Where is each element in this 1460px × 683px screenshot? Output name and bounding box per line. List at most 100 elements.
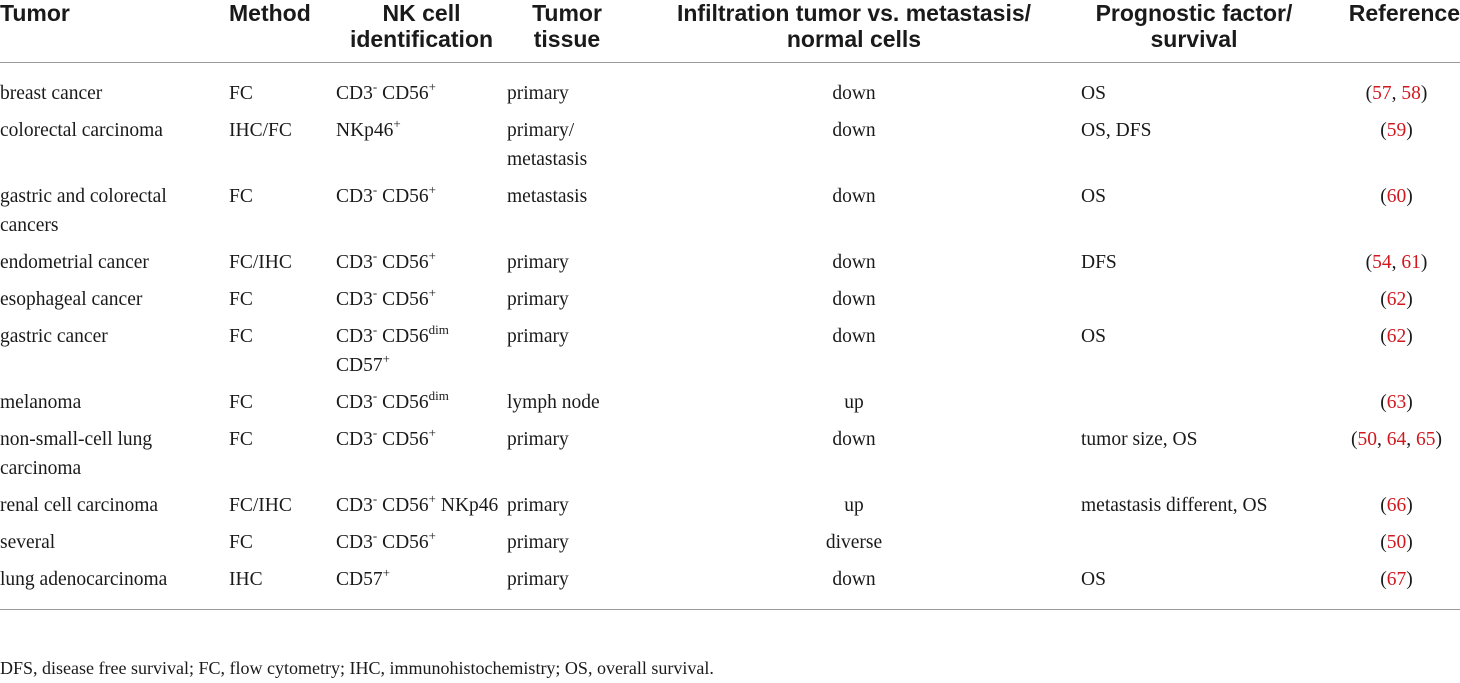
cell-tumor: non-small-cell lung carcinoma: [0, 429, 153, 479]
cell-reference: (50): [1380, 532, 1413, 553]
nk-marker-superscript: -: [372, 528, 378, 543]
cell-prognostic: [1081, 388, 1307, 425]
cell-method: FC: [229, 429, 253, 450]
cell-reference: (67): [1307, 565, 1460, 610]
cell-tumor: melanoma: [0, 392, 82, 413]
cell-nk-identification: CD57+: [336, 565, 507, 610]
cell-prognostic: OS: [1081, 326, 1106, 347]
cell-nk-identification: CD3- CD56+: [336, 248, 507, 285]
nk-marker-superscript: +: [382, 565, 390, 580]
cell-prognostic: OS, DFS: [1081, 120, 1152, 141]
cell-method: FC/IHC: [229, 252, 292, 273]
nk-marker-superscript: +: [428, 528, 436, 543]
cell-method: FC: [229, 186, 253, 207]
reference-link[interactable]: 50: [1386, 532, 1407, 553]
header-reference: Reference: [1307, 0, 1460, 63]
header-tumor: Tumor: [0, 0, 229, 63]
table-row: endometrial cancer FC/IHC CD3- CD56+ primar…: [0, 248, 1460, 285]
reference-link[interactable]: 50: [1357, 429, 1378, 450]
cell-reference: (57, 58): [1365, 83, 1428, 104]
cell-tumor: endometrial cancer: [0, 252, 149, 273]
nk-marker-text: CD56: [377, 429, 429, 450]
cell-infiltration: down: [832, 326, 876, 347]
nk-cell-table-container: Tumor Method NK cell identification Tumo…: [0, 0, 1460, 610]
header-infil-line2: normal cells: [786, 26, 922, 52]
reference-link[interactable]: 67: [1386, 569, 1407, 590]
reference-link[interactable]: 54: [1372, 252, 1392, 273]
nk-marker-text: CD3: [336, 495, 373, 516]
header-tissue-line1: Tumor: [532, 0, 602, 26]
cell-method: FC: [229, 289, 253, 310]
cell-tumor-tissue: lymph node: [507, 392, 600, 413]
nk-marker-superscript: -: [372, 425, 378, 440]
reference-link[interactable]: 63: [1386, 392, 1407, 413]
nk-marker-superscript: -: [372, 388, 378, 403]
table-row: gastric cancer FC CD3- CD56dim CD57+ primar…: [0, 322, 1460, 388]
cell-prognostic: [1081, 285, 1307, 322]
nk-marker-text: NKp46: [336, 120, 394, 141]
reference-link[interactable]: 58: [1401, 83, 1421, 104]
reference-link[interactable]: 59: [1386, 120, 1407, 141]
cell-infiltration: down: [832, 83, 876, 104]
cell-method: FC: [229, 83, 253, 104]
reference-link[interactable]: 66: [1386, 495, 1407, 516]
cell-tumor-tissue: metastasis: [507, 186, 588, 207]
cell-tumor-tissue: primary: [507, 565, 627, 610]
cell-nk-identification: CD3- CD56+: [336, 285, 507, 322]
cell-prognostic: metastasis different, OS: [1081, 495, 1268, 516]
nk-cell-infiltration-table: Tumor Method NK cell identification Tumo…: [0, 0, 1460, 610]
nk-marker-text: CD3: [336, 326, 373, 347]
nk-marker-superscript: +: [428, 285, 436, 300]
nk-marker-superscript: -: [372, 182, 378, 197]
header-prog-line2: survival: [1150, 26, 1238, 52]
header-tumor-tissue: Tumor tissue: [507, 0, 627, 63]
reference-link[interactable]: 65: [1416, 429, 1436, 450]
cell-method: FC: [229, 326, 253, 347]
cell-nk-identification: CD3- CD56+: [336, 63, 507, 117]
nk-marker-superscript: +: [428, 491, 436, 506]
cell-tumor: renal cell carcinoma: [0, 495, 159, 516]
cell-prognostic: OS: [1081, 186, 1106, 207]
table-row: non-small-cell lung carcinoma FC CD3- CD56…: [0, 425, 1460, 491]
cell-tumor-tissue: primary: [507, 429, 569, 450]
nk-marker-text: CD56: [377, 186, 429, 207]
nk-marker-superscript: -: [372, 491, 378, 506]
cell-prognostic: OS: [1081, 565, 1307, 610]
table-row: esophageal cancer FC CD3- CD56+ primary down…: [0, 285, 1460, 322]
nk-marker-superscript: -: [372, 285, 378, 300]
nk-marker-superscript: +: [428, 79, 436, 94]
cell-tumor: gastric and colorectal cancers: [0, 186, 167, 236]
header-infil-line1: Infiltration tumor vs. metastasis/: [676, 0, 1032, 26]
nk-marker-superscript: -: [372, 322, 378, 337]
table-row: gastric and colorectal cancers FC CD3- CD5…: [0, 182, 1460, 248]
reference-link[interactable]: 62: [1386, 326, 1407, 347]
nk-marker-superscript: +: [428, 182, 436, 197]
cell-prognostic: DFS: [1081, 252, 1117, 273]
cell-method: FC: [229, 532, 253, 553]
header-nk-line2: identification: [349, 26, 494, 52]
reference-link[interactable]: 57: [1372, 83, 1392, 104]
cell-tumor: esophageal cancer: [0, 289, 143, 310]
header-nk-identification: NK cell identification: [336, 0, 507, 63]
reference-link[interactable]: 62: [1386, 289, 1407, 310]
table-header: Tumor Method NK cell identification Tumo…: [0, 0, 1460, 63]
table-row: breast cancer FC CD3- CD56+ primary down OS (5…: [0, 63, 1460, 117]
table-row: melanoma FC CD3- CD56dim lymph node up (63): [0, 388, 1460, 425]
reference-link[interactable]: 61: [1401, 252, 1421, 273]
reference-link[interactable]: 60: [1386, 186, 1407, 207]
cell-method: FC: [229, 392, 253, 413]
cell-tumor-tissue: primary: [507, 532, 569, 553]
table-row: colorectal carcinoma IHC/FC NKp46+ primary/…: [0, 116, 1460, 182]
reference-link[interactable]: 64: [1386, 429, 1407, 450]
cell-reference: (54, 61): [1365, 252, 1428, 273]
nk-marker-text: CD3: [336, 392, 373, 413]
nk-marker-text: CD57: [336, 355, 383, 376]
nk-marker-text: CD3: [336, 532, 373, 553]
cell-tumor-tissue: primary: [507, 289, 569, 310]
nk-marker-text: NKp46: [436, 495, 499, 516]
cell-prognostic: [1081, 528, 1307, 565]
cell-infiltration: down: [832, 289, 876, 310]
header-prognostic: Prognostic factor/ survival: [1081, 0, 1307, 63]
cell-tumor-tissue: primary: [507, 495, 569, 516]
cell-infiltration: down: [627, 565, 1081, 610]
